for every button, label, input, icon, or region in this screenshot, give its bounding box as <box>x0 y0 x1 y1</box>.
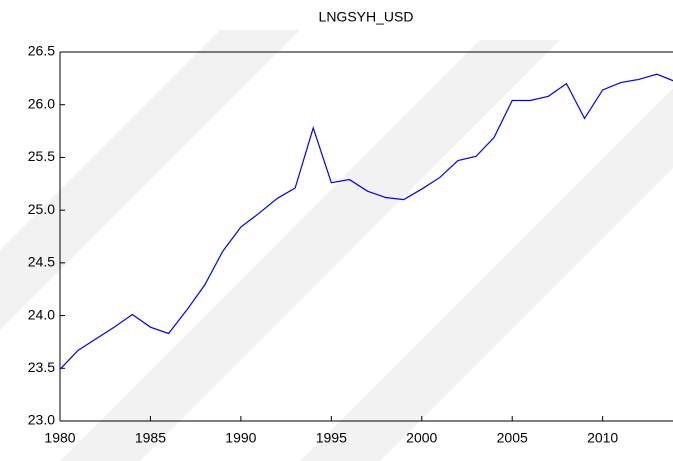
y-tick-label: 23.0 <box>28 412 55 428</box>
y-tick-label: 24.0 <box>28 306 55 322</box>
x-tick-label: 1995 <box>316 430 347 446</box>
y-tick-label: 23.5 <box>28 359 55 375</box>
line-series <box>59 73 673 370</box>
watermark-stripe <box>60 40 560 461</box>
watermark-stripe <box>300 88 673 461</box>
x-tick-label: 2000 <box>406 430 437 446</box>
watermark-stripe <box>0 30 300 330</box>
y-tick-label: 24.5 <box>28 254 55 270</box>
x-tick-label: 1990 <box>225 430 256 446</box>
x-tick-label: 1980 <box>44 430 75 446</box>
x-tick-label: 1985 <box>135 430 166 446</box>
x-tick-label: 2010 <box>587 430 618 446</box>
y-tick-label: 26.0 <box>28 95 55 111</box>
chart-title: LNGSYH_USD <box>319 9 414 25</box>
y-tick-label: 25.0 <box>28 201 55 217</box>
x-tick-label: 2005 <box>497 430 528 446</box>
watermark <box>0 30 673 461</box>
y-tick-label: 26.5 <box>28 43 55 59</box>
y-tick-label: 25.5 <box>28 148 55 164</box>
